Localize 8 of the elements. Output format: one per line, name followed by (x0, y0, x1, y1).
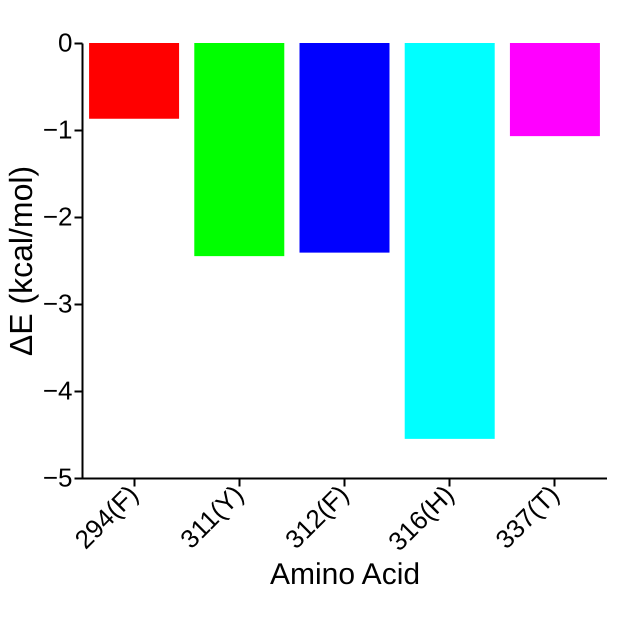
y-tick-label: 0 (58, 28, 72, 58)
y-tick-label: −4 (42, 376, 72, 406)
y-tick-label: −1 (42, 114, 72, 144)
y-tick-label: −2 (42, 202, 72, 232)
x-axis-title: Amino Acid (270, 558, 420, 591)
y-tick-label: −3 (42, 288, 72, 318)
y-tick-label: −5 (42, 462, 72, 492)
y-axis-title: ΔE (kcal/mol) (2, 166, 39, 356)
